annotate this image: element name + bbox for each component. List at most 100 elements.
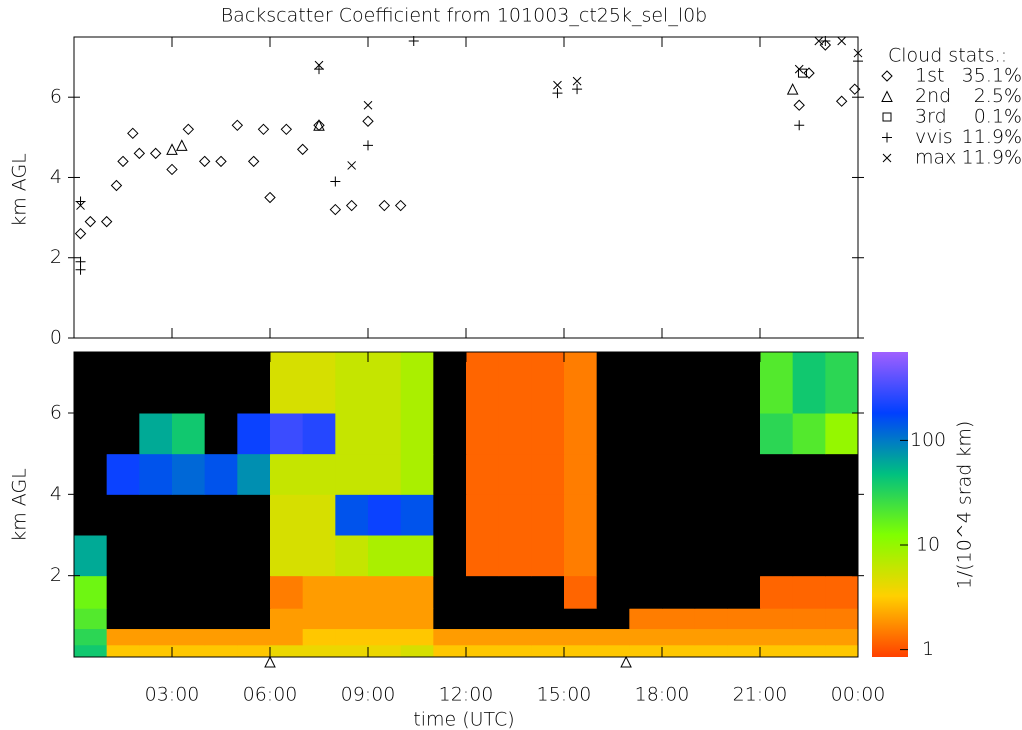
cloud-point: [378, 199, 391, 212]
cloud-point: [166, 163, 178, 176]
cloud-point: [313, 119, 325, 131]
heat-cell: [629, 575, 663, 609]
heat-cell: [270, 494, 304, 536]
cloud-point: [76, 201, 85, 210]
heat-cell: [825, 628, 859, 646]
heat-cell: [368, 644, 402, 658]
heat-cell: [596, 535, 630, 577]
heat-cell: [825, 494, 859, 536]
heat-cell: [400, 352, 434, 414]
heat-cell: [335, 608, 369, 630]
heat-cell: [237, 608, 271, 630]
heat-cell: [270, 644, 304, 658]
heat-cell: [694, 628, 728, 646]
heat-cell: [368, 494, 402, 536]
cloud-point: [215, 155, 227, 168]
heat-cell: [760, 608, 794, 630]
cloud-point: [247, 155, 260, 168]
x-axis-label: time (UTC): [413, 709, 514, 730]
heat-cell: [433, 628, 467, 646]
heat-cell: [139, 352, 173, 414]
heat-cell: [662, 494, 696, 536]
heat-cell: [825, 575, 859, 609]
cloud-point: [572, 76, 582, 86]
heat-cell: [139, 453, 173, 495]
x-tick-label: 21:00: [733, 684, 788, 706]
heat-cell: [237, 494, 271, 536]
heat-cell: [629, 494, 663, 536]
heat-cell: [662, 608, 696, 630]
heat-cell: [596, 453, 630, 495]
heat-cell: [531, 535, 565, 577]
heat-cell: [531, 628, 565, 646]
heat-cell: [302, 608, 336, 630]
heat-cell: [466, 453, 500, 495]
heat-cell: [498, 494, 532, 536]
heat-cell: [792, 575, 826, 609]
heat-cell: [139, 608, 173, 630]
cloud-point: [837, 36, 847, 46]
heat-cell: [760, 413, 794, 455]
heat-cell: [139, 413, 173, 455]
heat-cell: [694, 644, 728, 658]
heat-cell: [335, 494, 369, 536]
chart-title: Backscatter Coefficient from 101003_ct25…: [221, 5, 708, 27]
heat-cell: [335, 575, 369, 609]
heat-cell: [237, 628, 271, 646]
y-tick-label: 2: [50, 246, 62, 268]
cloud-point: [803, 67, 815, 79]
heat-cell: [172, 352, 206, 414]
x-tick-label: 06:00: [243, 684, 298, 706]
heat-cell: [106, 575, 140, 609]
heat-cell: [825, 644, 859, 658]
heat-cell: [498, 413, 532, 455]
heat-cell: [596, 494, 630, 536]
heat-cell: [335, 413, 369, 455]
heat-cell: [237, 352, 271, 414]
heat-cell: [694, 608, 728, 630]
heat-cell: [825, 413, 859, 455]
heat-cell: [498, 628, 532, 646]
heat-cell: [400, 413, 434, 455]
cloud-point: [133, 147, 146, 160]
heat-cell: [433, 535, 467, 577]
heat-cell: [270, 628, 304, 646]
heat-cell: [368, 628, 402, 646]
heat-cell: [662, 352, 696, 414]
axis-marker: [620, 655, 632, 668]
heat-cell: [139, 494, 173, 536]
cloud-point: [408, 36, 419, 47]
heat-cell: [74, 575, 108, 609]
heat-cell: [302, 628, 336, 646]
heat-cell: [368, 608, 402, 630]
colorbar-tick-label: 10: [916, 534, 940, 556]
heat-cell: [106, 535, 140, 577]
cloud-point: [110, 179, 123, 192]
cloud-point: [553, 80, 562, 90]
cloud-point: [84, 215, 97, 228]
heat-cell: [564, 413, 598, 455]
x-tick-label: 00:00: [831, 684, 886, 706]
heat-cell: [564, 453, 598, 495]
heat-cell: [237, 535, 271, 577]
heat-cell: [368, 413, 402, 455]
heat-cell: [760, 352, 794, 414]
heat-cell: [204, 644, 238, 658]
y-axis-label: km AGL: [9, 153, 31, 227]
legend-label: 1st: [915, 65, 944, 87]
heat-cell: [694, 575, 728, 609]
heat-cell: [172, 608, 206, 630]
heat-cell: [564, 644, 598, 658]
heat-cell: [335, 628, 369, 646]
x-tick-label: 12:00: [439, 684, 494, 706]
colorbar-tick-label: 100: [910, 429, 946, 451]
heat-cell: [302, 494, 336, 536]
legend-marker: [881, 70, 893, 82]
heat-cell: [368, 535, 402, 577]
heat-cell: [792, 352, 826, 414]
heat-cell: [662, 535, 696, 577]
heat-cell: [694, 535, 728, 577]
heat-cell: [74, 608, 108, 630]
cloud-point: [330, 176, 341, 187]
heat-cell: [74, 453, 108, 495]
